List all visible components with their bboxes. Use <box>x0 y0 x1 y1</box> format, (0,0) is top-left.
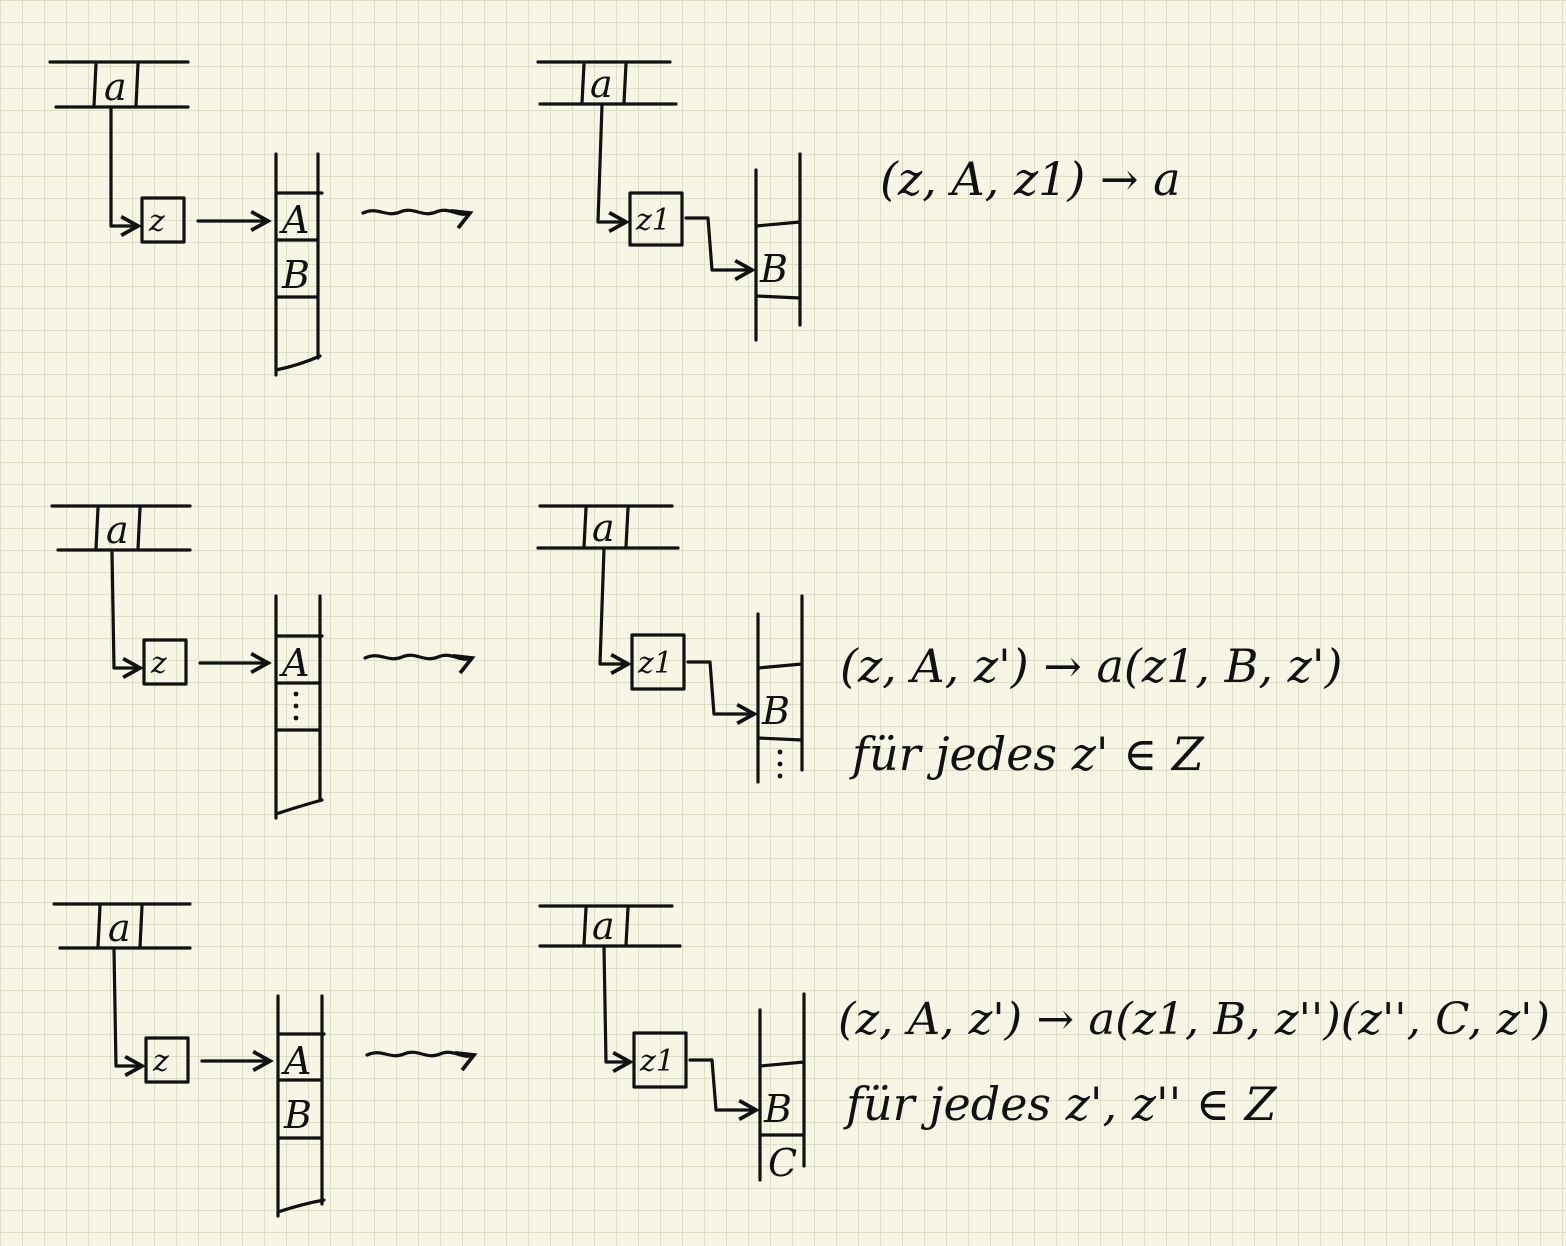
stack-symbol: B <box>283 1093 312 1137</box>
input-tape: a <box>536 60 678 106</box>
state-label: z1 <box>637 646 673 681</box>
stack: A B <box>276 994 326 1218</box>
input-tape: a <box>536 504 680 550</box>
transition-squiggle <box>363 653 472 659</box>
stack: A <box>274 594 324 820</box>
transition-rule: (z, A, z') → a(z1, B, z') <box>840 639 1343 693</box>
row-3: a z A B a z1 B C <box>52 902 1550 1218</box>
state-to-stack-arrow <box>688 1058 756 1110</box>
state-label: z <box>152 1044 169 1079</box>
state-box <box>142 638 188 686</box>
tape-symbol: a <box>590 62 613 106</box>
row-2: a z A a z1 <box>50 504 1343 820</box>
config-after-1: a z1 B <box>536 60 802 342</box>
state-box <box>628 191 684 247</box>
config-before-3: a z A B <box>52 902 326 1218</box>
input-tape: a <box>538 904 682 948</box>
head-pointer <box>112 948 142 1066</box>
stack: B <box>754 152 802 342</box>
state-box <box>140 196 186 244</box>
stack-symbol: B <box>763 1087 792 1131</box>
tape-symbol: a <box>108 906 131 950</box>
head-pointer <box>109 106 138 226</box>
transition-rule: (z, A, z1) → a <box>880 152 1181 206</box>
stack: B <box>756 594 804 784</box>
head-pointer <box>110 550 140 668</box>
head-pointer <box>596 103 626 222</box>
state-to-stack-arrow <box>686 660 754 714</box>
state-label: z <box>148 204 165 239</box>
input-tape: a <box>48 60 190 109</box>
state-label: z1 <box>635 203 671 238</box>
transition-rule: (z, A, z') → a(z1, B, z'')(z'', C, z') <box>838 994 1550 1045</box>
stack: B C <box>758 992 806 1185</box>
tape-symbol: a <box>106 508 129 552</box>
stack-symbol: A <box>281 1039 311 1083</box>
transition-squiggle <box>361 208 470 214</box>
head-pointer <box>598 547 628 664</box>
state-label: z1 <box>639 1044 675 1079</box>
config-before-2: a z A <box>50 504 324 820</box>
config-after-3: a z1 B C <box>538 904 806 1185</box>
tape-symbol: a <box>592 904 615 948</box>
transition-squiggle <box>365 1050 474 1056</box>
stack-symbol: A <box>279 198 309 242</box>
tape-symbol: a <box>104 65 127 109</box>
state-to-stack-arrow <box>684 216 752 270</box>
stack-dots <box>777 749 783 779</box>
rule-condition: für jedes z', z'' ∈ Z <box>843 1077 1278 1131</box>
stack-symbol: B <box>281 253 310 297</box>
tape-symbol: a <box>592 506 615 550</box>
state-box <box>630 633 686 691</box>
input-tape: a <box>52 902 192 950</box>
config-before-1: a z A B <box>48 60 324 377</box>
stack-symbol: B <box>759 247 788 291</box>
stack-dots <box>293 691 299 721</box>
state-box <box>632 1031 688 1089</box>
rule-condition: für jedes z' ∈ Z <box>849 727 1205 781</box>
stack: A B <box>274 152 324 377</box>
stack-symbol: A <box>279 641 309 685</box>
stack-symbol: C <box>768 1141 797 1185</box>
stack-symbol: B <box>761 689 790 733</box>
state-label: z <box>150 646 167 681</box>
head-pointer <box>602 945 630 1062</box>
config-after-2: a z1 B <box>536 504 804 784</box>
input-tape: a <box>50 504 192 552</box>
state-box <box>144 1036 190 1084</box>
row-1: a z A B a z1 B <box>48 60 1181 377</box>
